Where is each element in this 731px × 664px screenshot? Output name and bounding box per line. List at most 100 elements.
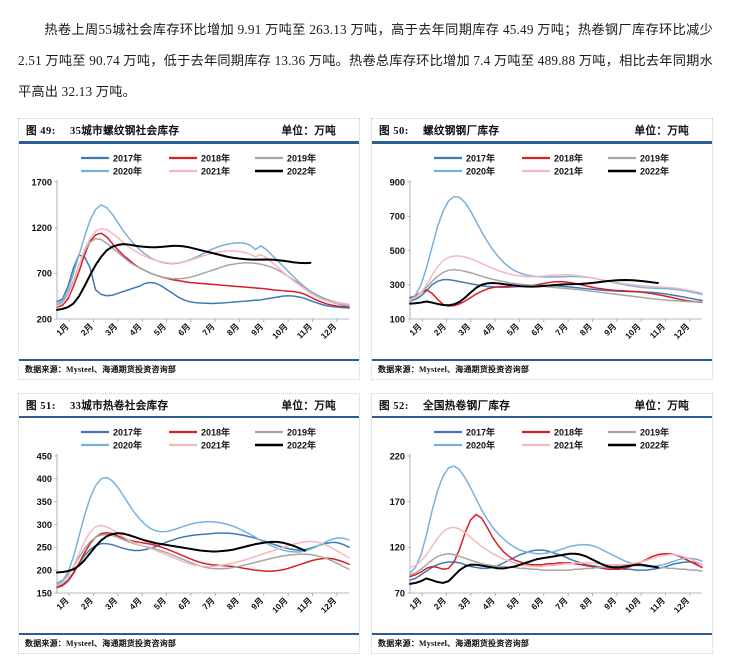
x-axis-tick-label: 1月	[54, 595, 70, 611]
x-axis-tick-label: 8月	[578, 321, 594, 337]
series-line-2022年	[409, 552, 659, 585]
y-axis-tick-label: 700	[37, 268, 52, 278]
series-line-2019年	[56, 237, 350, 306]
y-axis-tick-label: 100	[390, 314, 405, 324]
legend-item-2021年[interactable]: 2021年	[522, 165, 583, 176]
legend-label: 2022年	[287, 165, 316, 176]
y-axis-tick-label: 700	[390, 211, 405, 221]
y-axis-tick-label: 450	[37, 451, 52, 461]
legend-item-2017年[interactable]: 2017年	[434, 426, 495, 437]
x-axis-tick-label: 4月	[480, 321, 496, 337]
legend-item-2019年[interactable]: 2019年	[608, 152, 669, 163]
legend-label: 2022年	[640, 165, 669, 176]
legend-label: 2021年	[554, 439, 583, 450]
series-line-2018年	[409, 513, 703, 578]
x-axis-tick-label: 6月	[176, 321, 192, 337]
y-axis-tick-label: 1200	[32, 223, 52, 233]
legend-label: 2017年	[466, 152, 495, 163]
x-axis-tick-label: 12月	[672, 321, 692, 341]
figure-unit: 单位：万吨	[634, 126, 689, 137]
legend-item-2019年[interactable]: 2019年	[255, 426, 316, 437]
legend-item-2022年[interactable]: 2022年	[255, 165, 316, 176]
legend-item-2021年[interactable]: 2021年	[522, 439, 583, 450]
legend-label: 2021年	[201, 165, 230, 176]
legend-item-2020年[interactable]: 2020年	[81, 439, 142, 450]
legend-label: 2021年	[201, 439, 230, 450]
figure-plot: 70 120 170 220 1月 2月 3月 4月 5月 6月 7月 8月 9月 10月 11月 12月 20…	[372, 418, 712, 633]
series-line-2022年	[56, 242, 312, 311]
x-axis-tick-label: 3月	[103, 595, 119, 611]
x-axis-tick-label: 1月	[407, 595, 423, 611]
y-axis-tick-label: 500	[390, 245, 405, 255]
x-axis-tick-label: 2月	[432, 595, 448, 611]
legend-item-2018年[interactable]: 2018年	[169, 152, 230, 163]
figure-number: 图 50:	[379, 126, 409, 137]
x-axis-tick-label: 12月	[672, 595, 692, 615]
x-axis-tick-label: 9月	[602, 321, 618, 337]
x-axis-tick-label: 11月	[648, 321, 667, 340]
legend-item-2022年[interactable]: 2022年	[255, 439, 316, 450]
legend-label: 2020年	[113, 165, 142, 176]
x-axis-tick-label: 1月	[54, 321, 70, 337]
figure-title-rule	[372, 141, 712, 144]
series-line-2021年	[56, 227, 350, 307]
legend-label: 2022年	[640, 439, 669, 450]
legend-item-2020年[interactable]: 2020年	[434, 439, 495, 450]
legend-item-2019年[interactable]: 2019年	[255, 152, 316, 163]
line-chart-fig52: 70 120 170 220 1月 2月 3月 4月 5月 6月 7月 8月 9月 10月 11月 12月 20…	[390, 426, 703, 615]
x-axis-tick-label: 7月	[200, 321, 216, 337]
x-axis-tick-label: 5月	[152, 595, 168, 611]
x-axis-tick-label: 3月	[456, 595, 472, 611]
figure-header: 图 49: 35城市螺纹钢社会库存 单位：万吨	[19, 119, 359, 141]
x-axis-tick-label: 7月	[553, 321, 569, 337]
y-axis-tick-label: 70	[395, 588, 405, 598]
y-axis-tick-label: 350	[37, 497, 52, 507]
legend-item-2020年[interactable]: 2020年	[81, 165, 142, 176]
y-axis-tick-label: 300	[390, 280, 405, 290]
figure-unit: 单位：万吨	[281, 126, 336, 137]
legend-item-2022年[interactable]: 2022年	[608, 439, 669, 450]
legend-label: 2020年	[466, 165, 495, 176]
legend-item-2018年[interactable]: 2018年	[169, 426, 230, 437]
figure-unit: 单位：万吨	[281, 400, 336, 412]
series-line-2021年	[409, 526, 703, 569]
y-axis-tick-label: 250	[37, 543, 52, 553]
series-line-2021年	[56, 524, 350, 587]
figure-plot: 150 200 250 300 350 400 450 1月 2月 3月 4月 5月 6月 7月 8月 9月 1…	[19, 418, 359, 633]
figure-grid: 图 49: 35城市螺纹钢社会库存 单位：万吨 200 700 1200 1700 1月 2月 3…	[18, 118, 713, 654]
legend-item-2021年[interactable]: 2021年	[169, 165, 230, 176]
figure-header: 图 50: 螺纹钢钢厂库存 单位：万吨	[372, 119, 712, 141]
x-axis-tick-label: 4月	[127, 595, 143, 611]
x-axis-tick-label: 9月	[249, 321, 265, 337]
figure-plot: 200 700 1200 1700 1月 2月 3月 4月 5月 6月 7月 8月 9月 10月 11月 12…	[19, 143, 359, 359]
x-axis-tick-label: 4月	[127, 321, 143, 337]
legend-label: 2019年	[287, 426, 316, 437]
legend-item-2017年[interactable]: 2017年	[434, 152, 495, 163]
y-axis-tick-label: 300	[37, 520, 52, 530]
series-line-2022年	[56, 532, 306, 574]
legend-item-2019年[interactable]: 2019年	[608, 426, 669, 437]
x-axis-tick-label: 3月	[103, 321, 119, 337]
x-axis-tick-label: 2月	[432, 321, 448, 337]
legend-item-2018年[interactable]: 2018年	[522, 426, 583, 437]
y-axis-tick-label: 220	[390, 451, 405, 461]
legend-item-2017年[interactable]: 2017年	[81, 426, 142, 437]
legend-label: 2020年	[466, 439, 495, 450]
legend-label: 2021年	[554, 165, 583, 176]
x-axis-tick-label: 12月	[319, 321, 339, 341]
x-axis-tick-label: 3月	[456, 321, 472, 337]
x-axis-tick-label: 10月	[623, 321, 643, 341]
legend-item-2022年[interactable]: 2022年	[608, 165, 669, 176]
legend-item-2021年[interactable]: 2021年	[169, 439, 230, 450]
x-axis-tick-label: 2月	[79, 321, 95, 337]
legend-item-2018年[interactable]: 2018年	[522, 152, 583, 163]
intro-paragraph: 热卷上周55城社会库存环比增加 9.91 万吨至 263.13 万吨，高于去年同…	[18, 22, 713, 99]
legend-item-2020年[interactable]: 2020年	[434, 165, 495, 176]
series-line-2018年	[409, 280, 703, 307]
figure-source: 数据来源：Mysteel、海通期货投资咨询部	[378, 364, 530, 374]
legend-item-2017年[interactable]: 2017年	[81, 152, 142, 163]
legend-label: 2018年	[201, 152, 230, 163]
figure-title: 螺纹钢钢厂库存	[423, 126, 500, 137]
y-axis-tick-label: 900	[390, 177, 405, 187]
y-axis-tick-label: 120	[390, 543, 405, 553]
